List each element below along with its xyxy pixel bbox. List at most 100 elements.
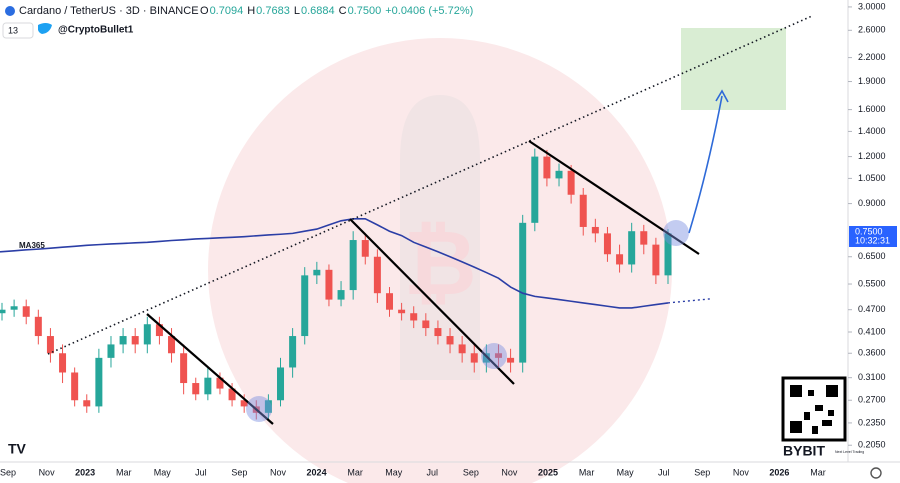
candle-body: [34, 316, 42, 337]
settings-button[interactable]: [870, 467, 882, 479]
symbol-icon: [5, 6, 15, 16]
candle-body: [410, 313, 418, 321]
candle-body: [398, 309, 406, 314]
candle-body: [337, 290, 345, 300]
target-zone: [681, 28, 786, 110]
candle-body: [22, 306, 30, 317]
candle-body: [168, 336, 176, 354]
candle-body: [591, 226, 599, 234]
x-tick-label: May: [385, 467, 403, 477]
y-tick-label: 1.6000: [858, 104, 886, 114]
x-tick-label: Nov: [39, 467, 56, 477]
candle-body: [349, 240, 357, 291]
candle-body: [131, 336, 139, 345]
candle-body: [119, 336, 127, 345]
candle-body: [664, 233, 672, 276]
brand: BYBIT: [783, 443, 825, 459]
candle-body: [0, 309, 6, 314]
candle-body: [579, 194, 587, 227]
y-tick-label: 0.4700: [858, 304, 886, 314]
candle-body: [458, 344, 466, 354]
x-tick-label: Nov: [270, 467, 287, 477]
x-tick-label: Jul: [195, 467, 207, 477]
candle-body: [204, 377, 212, 395]
candle-body: [107, 344, 115, 358]
y-tick-label: 2.6000: [858, 25, 886, 35]
candle-body: [155, 324, 163, 337]
candle-body: [46, 336, 54, 354]
candle-body: [385, 293, 393, 310]
candle-body: [494, 353, 502, 358]
candle-body: [192, 383, 200, 395]
ohlc-value: +0.0406 (+5.72%): [385, 5, 473, 17]
x-tick-label: Mar: [810, 467, 826, 477]
ohlc-value: 0.6884: [301, 5, 335, 17]
y-tick-label: 0.2350: [858, 417, 886, 427]
x-tick-label: Jul: [658, 467, 670, 477]
candle-body: [71, 372, 79, 401]
ohlc-key: H: [247, 5, 255, 17]
y-tick-label: 0.3600: [858, 348, 886, 358]
candle-body: [422, 320, 430, 329]
candle-body: [616, 254, 624, 265]
x-tick-label: Mar: [579, 467, 595, 477]
y-tick-label: 0.2700: [858, 395, 886, 405]
candle-body: [228, 388, 236, 401]
candle-body: [603, 233, 611, 255]
candle-body: [628, 231, 636, 265]
ohlc-key: C: [339, 5, 347, 17]
candle-body: [361, 240, 369, 257]
x-tick-label: Sep: [231, 467, 247, 477]
x-tick-label: Sep: [0, 467, 16, 477]
x-tick-label: Nov: [733, 467, 750, 477]
indicator-count: 13: [8, 25, 18, 35]
y-tick-label: 1.2000: [858, 151, 886, 161]
countdown: 10:32:31: [855, 235, 890, 245]
candle-body: [543, 156, 551, 179]
x-tick-label: Mar: [116, 467, 132, 477]
ma-label: MA365: [19, 241, 45, 250]
candle-body: [59, 353, 67, 373]
chart-title: Cardano / TetherUS · 3D · BINANCE: [19, 5, 199, 17]
breakout-marker: [663, 220, 689, 246]
y-tick-label: 0.4100: [858, 326, 886, 336]
projection-arrow: [688, 95, 723, 234]
ohlc-value: 0.7094: [210, 5, 244, 17]
y-tick-label: 0.3100: [858, 372, 886, 382]
candle-body: [373, 256, 381, 294]
candle-body: [470, 353, 478, 363]
y-tick-label: 3.0000: [858, 1, 886, 11]
candle-body: [289, 336, 297, 368]
x-tick-label: Sep: [694, 467, 710, 477]
y-tick-label: 1.9000: [858, 76, 886, 86]
candle-body: [640, 231, 648, 245]
candle-body: [216, 377, 224, 389]
x-tick-label: May: [617, 467, 635, 477]
resistance-line: [146, 313, 274, 425]
twitter-icon: [38, 23, 52, 34]
candle-body: [301, 275, 309, 337]
y-tick-label: 2.2000: [858, 52, 886, 62]
resistance-line: [528, 140, 700, 255]
x-tick-label: 2024: [307, 467, 327, 477]
breakout-marker: [481, 343, 507, 369]
candle-body: [83, 400, 91, 407]
x-tick-label: 2026: [769, 467, 789, 477]
watermark-logo: ₿: [403, 214, 476, 314]
candle-body: [277, 367, 285, 401]
x-tick-label: Jul: [427, 467, 439, 477]
qr-pattern: [790, 385, 838, 434]
candle-body: [567, 170, 575, 195]
candle-body: [143, 324, 151, 345]
candle-body: [240, 400, 248, 407]
price-badge: [849, 226, 897, 247]
candle-body: [507, 357, 515, 363]
last-price: 0.7500: [855, 226, 883, 236]
ohlc-key: O: [200, 5, 209, 17]
y-tick-label: 1.4000: [858, 126, 886, 136]
brand-tagline: Next Level Trading: [835, 450, 864, 454]
candle-body: [325, 269, 333, 300]
indicator-toggle[interactable]: [2, 22, 34, 39]
candle-body: [446, 336, 454, 345]
resistance-line: [349, 218, 515, 385]
